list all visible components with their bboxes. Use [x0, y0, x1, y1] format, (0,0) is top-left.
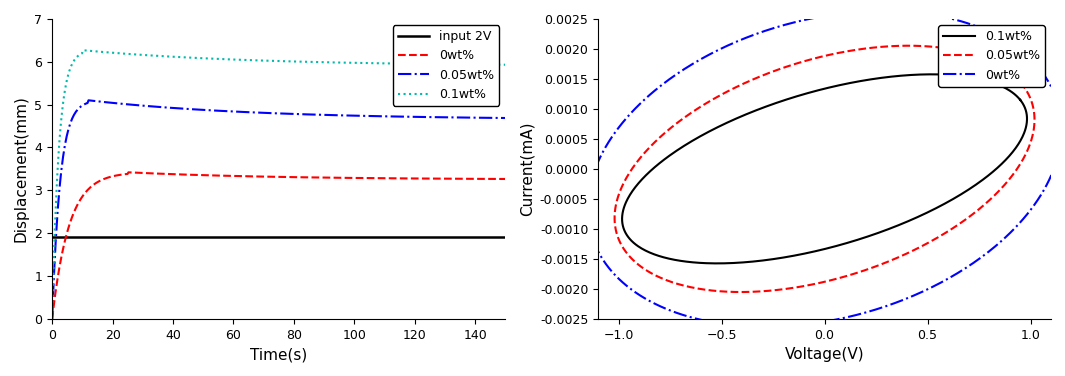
- 0.05wt%: [316, 112, 329, 117]
- Y-axis label: Displacement(mm): Displacement(mm): [14, 96, 29, 242]
- 0wt%: [1003, 41, 1016, 45]
- 0wt%: [972, 256, 985, 261]
- 0wt%: [489, 177, 502, 181]
- Legend: input 2V, 0wt%, 0.05wt%, 0.1wt%: input 2V, 0wt%, 0.05wt%, 0.1wt%: [393, 25, 499, 106]
- 0wt%: [264, 174, 277, 179]
- 0.1wt%: [771, 256, 784, 261]
- 0wt%: [599, 260, 611, 265]
- 0.1wt%: [292, 59, 305, 64]
- 0.1wt%: [77, 48, 89, 53]
- 0.05wt%: [489, 116, 502, 120]
- 0.1wt%: [498, 62, 511, 67]
- Line: 0.1wt%: 0.1wt%: [52, 50, 505, 319]
- 0.05wt%: [916, 244, 929, 248]
- 0wt%: [660, 79, 673, 83]
- 0wt%: [262, 174, 275, 179]
- 0.1wt%: [856, 79, 869, 83]
- 0.05wt%: [718, 91, 731, 96]
- 0.05wt%: [419, 115, 431, 119]
- input 2V: [264, 235, 277, 240]
- 0.1wt%: [316, 60, 329, 64]
- 0.1wt%: [755, 106, 768, 111]
- 0.1wt%: [46, 317, 59, 321]
- X-axis label: Voltage(V): Voltage(V): [785, 347, 865, 362]
- Line: 0.05wt%: 0.05wt%: [52, 100, 505, 319]
- 0wt%: [122, 170, 135, 174]
- 0.05wt%: [262, 111, 275, 115]
- input 2V: [498, 235, 511, 240]
- 0wt%: [766, 26, 779, 31]
- 0wt%: [742, 324, 755, 329]
- Legend: 0.1wt%, 0.05wt%, 0wt%: 0.1wt%, 0.05wt%, 0wt%: [938, 25, 1045, 86]
- 0.05wt%: [735, 290, 748, 294]
- 0.05wt%: [1007, 74, 1020, 78]
- 0.1wt%: [262, 59, 275, 63]
- 0.1wt%: [925, 72, 938, 77]
- 0.05wt%: [1007, 74, 1020, 78]
- 0.05wt%: [498, 116, 511, 120]
- 0.05wt%: [819, 53, 832, 58]
- 0wt%: [876, 9, 889, 13]
- 0.1wt%: [1014, 98, 1027, 102]
- 0.1wt%: [878, 229, 890, 233]
- 0.05wt%: [708, 288, 721, 293]
- 0.05wt%: [610, 233, 623, 237]
- input 2V: [46, 235, 59, 240]
- input 2V: [315, 235, 328, 240]
- 0.1wt%: [489, 62, 502, 67]
- Line: 0.1wt%: 0.1wt%: [622, 74, 1027, 264]
- 0.1wt%: [419, 62, 431, 66]
- 0wt%: [859, 310, 872, 315]
- 0.1wt%: [264, 59, 277, 63]
- 0.1wt%: [616, 214, 628, 219]
- input 2V: [291, 235, 304, 240]
- 0.1wt%: [1014, 98, 1027, 102]
- X-axis label: Time(s): Time(s): [250, 347, 308, 362]
- 0wt%: [292, 175, 305, 179]
- 0.05wt%: [902, 44, 915, 48]
- 0.1wt%: [710, 261, 723, 266]
- 0.1wt%: [682, 259, 694, 264]
- 0.05wt%: [292, 112, 305, 116]
- 0wt%: [419, 176, 431, 181]
- 0.05wt%: [82, 98, 95, 103]
- Line: 0wt%: 0wt%: [588, 11, 1062, 327]
- input 2V: [261, 235, 274, 240]
- 0.05wt%: [264, 111, 277, 115]
- Line: 0wt%: 0wt%: [52, 172, 505, 319]
- 0wt%: [1003, 41, 1016, 45]
- Y-axis label: Current(mA): Current(mA): [520, 121, 535, 216]
- 0wt%: [498, 177, 511, 181]
- 0wt%: [316, 175, 329, 180]
- 0wt%: [46, 317, 59, 321]
- input 2V: [417, 235, 430, 240]
- 0.05wt%: [46, 317, 59, 321]
- 0.05wt%: [807, 282, 820, 287]
- Line: 0.05wt%: 0.05wt%: [615, 46, 1034, 292]
- 0wt%: [758, 324, 771, 329]
- input 2V: [488, 235, 501, 240]
